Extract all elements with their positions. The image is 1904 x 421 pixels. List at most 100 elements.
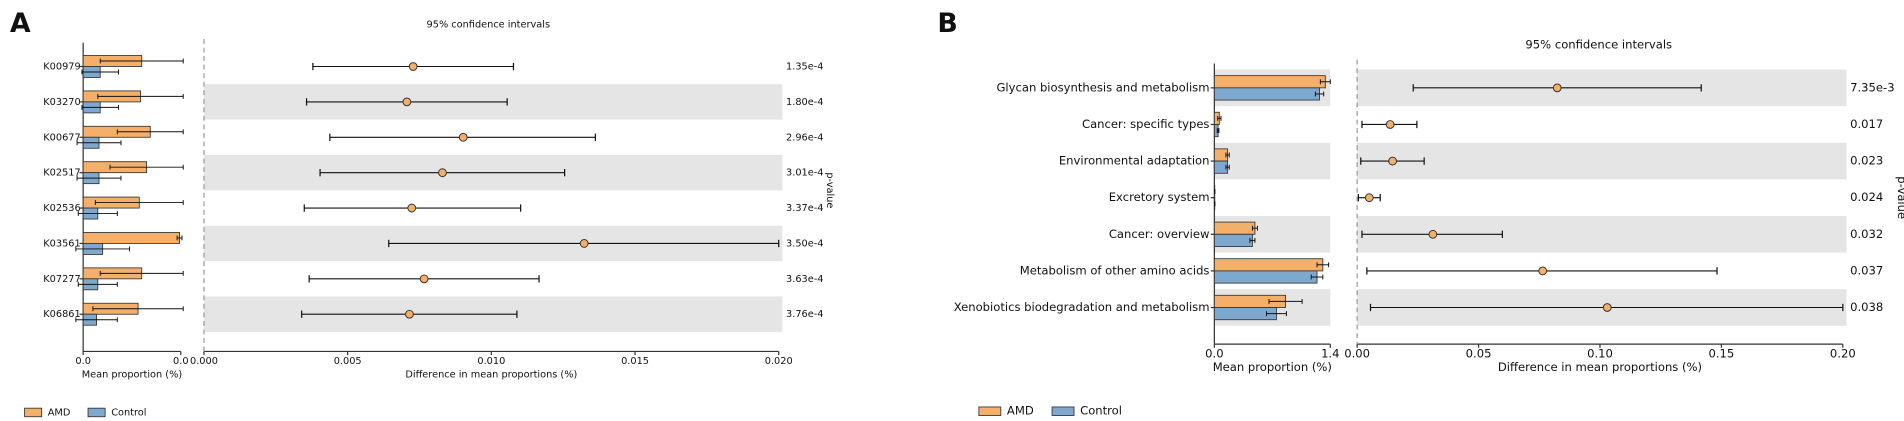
category-label: K03270 — [43, 97, 80, 108]
error-bar — [1225, 152, 1230, 158]
p-value: 3.76e-4 — [786, 309, 823, 320]
p-value-axis-label: p-value — [1895, 176, 1904, 219]
category-label: Xenobiotics biodegradation and metabolis… — [954, 300, 1210, 314]
legend-label: AMD — [48, 407, 71, 418]
error-bar — [1268, 298, 1303, 304]
x-axis-label: Difference in mean proportions (%) — [405, 370, 577, 381]
difference-point — [458, 132, 468, 142]
p-value: 0.032 — [1850, 227, 1883, 241]
category-label: K02536 — [43, 203, 80, 214]
p-value: 0.017 — [1850, 117, 1883, 131]
p-value: 7.35e-3 — [1850, 80, 1894, 94]
error-bar — [92, 306, 184, 312]
x-axis-label: Difference in mean proportions (%) — [1498, 360, 1702, 374]
error-bar — [99, 58, 184, 64]
error-bar — [1310, 274, 1324, 280]
category-label: K07277 — [43, 274, 80, 285]
difference-point — [1388, 156, 1397, 166]
x-tick-label: 0.0 — [173, 356, 189, 367]
x-tick-label: 0.010 — [477, 356, 505, 367]
x-tick-label: 0.015 — [621, 356, 649, 367]
error-bar — [76, 175, 122, 181]
x-tick-label: 0.05 — [1466, 346, 1492, 360]
x-tick-label: 0.020 — [765, 356, 793, 367]
bar — [1213, 233, 1253, 247]
category-label: Excretory system — [1109, 190, 1210, 204]
error-bar — [1251, 225, 1258, 231]
error-bar — [1249, 237, 1256, 243]
error-bar — [76, 140, 122, 146]
x-tick-label: 0.0 — [1205, 346, 1223, 360]
difference-point — [579, 239, 589, 248]
legend-label: AMD — [1007, 404, 1034, 418]
difference-point — [1364, 193, 1374, 203]
error-bar — [75, 317, 118, 323]
p-value: 3.63e-4 — [786, 274, 823, 285]
x-tick-label: 0.00 — [1344, 346, 1370, 360]
panel-label: B — [937, 8, 957, 39]
x-tick-label: 0.000 — [190, 356, 218, 367]
x-tick-label: 0.0 — [75, 356, 91, 367]
bar — [82, 232, 180, 244]
p-value: 0.038 — [1850, 300, 1883, 314]
error-bar — [77, 211, 118, 216]
category-label: Cancer: overview — [1109, 227, 1210, 241]
p-value-axis-label: p-value — [824, 172, 835, 208]
error-bar — [1225, 164, 1230, 170]
x-axis-label: Mean proportion (%) — [82, 370, 182, 381]
bar — [1213, 75, 1326, 89]
error-bar — [1216, 128, 1220, 134]
chart-title: 95% confidence intervals — [427, 19, 551, 30]
bar — [1213, 270, 1318, 284]
category-label: K06861 — [43, 309, 80, 320]
error-bar — [116, 129, 184, 135]
p-value: 1.35e-4 — [786, 62, 823, 73]
p-value: 3.50e-4 — [786, 238, 823, 249]
row-band — [1357, 142, 1847, 180]
error-bar — [1266, 311, 1287, 317]
error-bar — [94, 200, 184, 206]
x-tick-label: 0.20 — [1830, 346, 1856, 360]
p-value: 2.96e-4 — [786, 132, 823, 143]
bar — [1213, 221, 1256, 235]
error-bar — [97, 93, 184, 99]
difference-point — [407, 203, 417, 213]
error-bar — [81, 69, 120, 75]
p-value: 0.037 — [1850, 263, 1883, 277]
difference-point — [402, 97, 412, 107]
p-value: 1.80e-4 — [786, 97, 823, 108]
difference-point — [1428, 229, 1438, 239]
difference-point — [1385, 120, 1395, 129]
legend-label: Control — [111, 407, 146, 418]
x-tick-label: 0.15 — [1709, 346, 1735, 360]
difference-point — [438, 168, 447, 178]
legend-swatch — [1051, 406, 1075, 416]
x-tick-label: 1.4 — [1321, 346, 1339, 360]
p-value: 0.023 — [1850, 154, 1883, 168]
legend-swatch — [24, 407, 43, 418]
legend-swatch — [978, 406, 1002, 416]
bar — [1213, 258, 1324, 272]
difference-point — [405, 309, 414, 319]
error-bar — [1314, 91, 1325, 97]
difference-point — [1538, 266, 1548, 276]
error-bar — [1217, 115, 1222, 121]
category-label: Environmental adaptation — [1059, 154, 1210, 168]
bar — [1213, 87, 1320, 101]
row-band — [1214, 142, 1331, 180]
category-label: Glycan biosynthesis and metabolism — [996, 80, 1209, 94]
error-bar — [1319, 79, 1331, 85]
p-value: 3.01e-4 — [786, 168, 823, 179]
chart-title: 95% confidence intervals — [1525, 38, 1672, 52]
x-tick-label: 0.10 — [1587, 346, 1613, 360]
error-bar — [75, 246, 131, 252]
panel-label: A — [10, 8, 31, 39]
difference-point — [408, 62, 418, 71]
error-bar — [176, 235, 183, 241]
category-label: Metabolism of other amino acids — [1020, 263, 1210, 277]
x-tick-label: 0.005 — [334, 356, 362, 367]
p-value: 3.37e-4 — [786, 203, 823, 214]
category-label: K00979 — [43, 62, 80, 73]
difference-point — [1602, 303, 1612, 312]
